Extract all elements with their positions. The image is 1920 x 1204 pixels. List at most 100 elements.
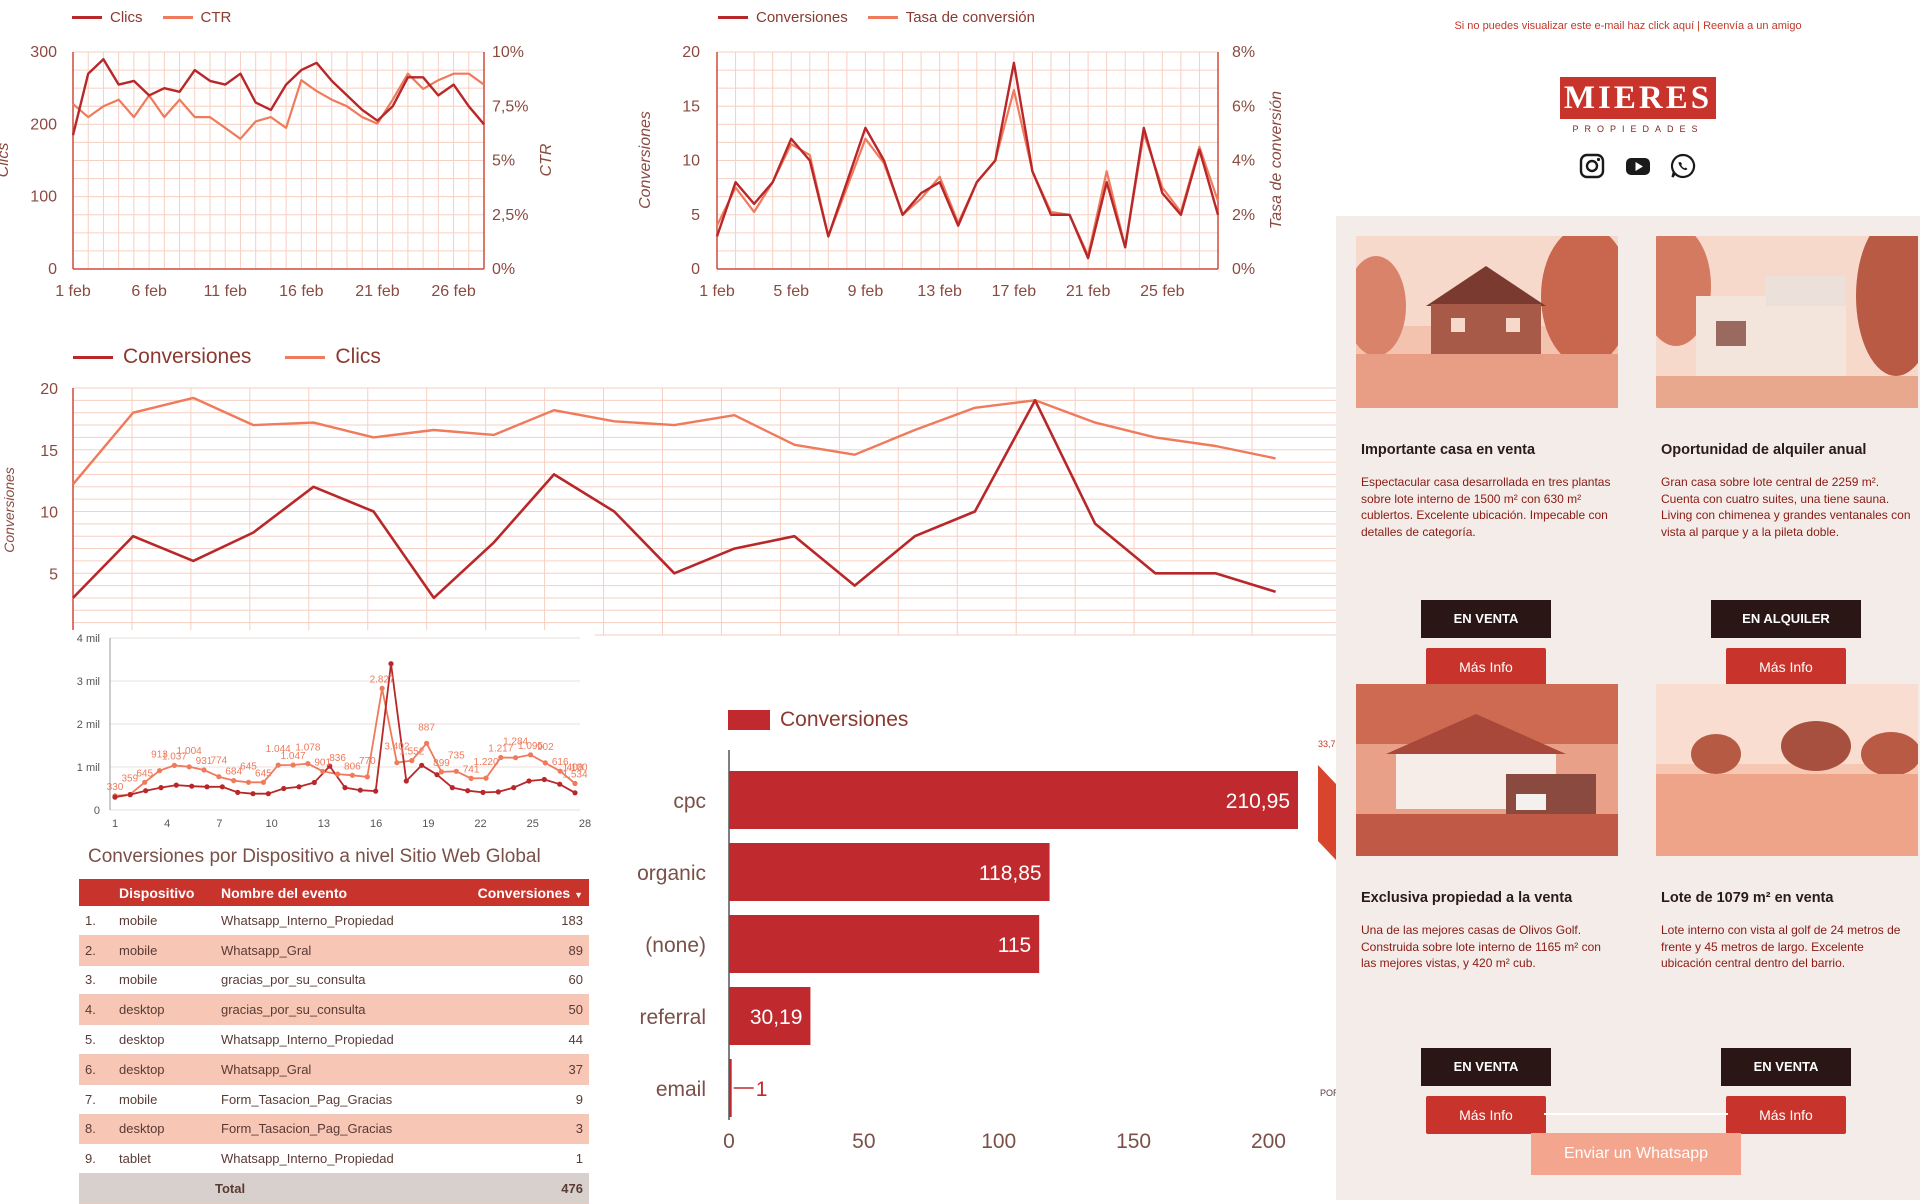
table-row[interactable]: 4. desktop gracias_por_su_consulta 50	[79, 994, 589, 1026]
legend-label-big-conversiones: Conversiones	[123, 345, 252, 368]
table-row[interactable]: 6. desktop Whatsapp_Gral 37	[79, 1054, 589, 1085]
c4-ytick-2: 2 mil	[77, 719, 100, 731]
property-photo[interactable]	[1356, 684, 1618, 856]
c4-label-31: 408	[567, 763, 584, 774]
row-device: mobile	[113, 906, 215, 936]
c4-label-6: 931	[196, 756, 213, 767]
table-row[interactable]: 2. mobile Whatsapp_Gral 89	[79, 935, 589, 966]
c2-xtick-0: 1 feb	[699, 283, 735, 300]
row-event: Whatsapp_Interno_Propiedad	[215, 1024, 444, 1055]
c4-point-0-9	[245, 779, 252, 785]
c5-value-2: 115	[998, 934, 1031, 957]
table-row[interactable]: 1. mobile Whatsapp_Interno_Propiedad 183	[79, 906, 589, 936]
table-row[interactable]: 3. mobile gracias_por_su_consulta 60	[79, 965, 589, 996]
c4-label-13: 1.078	[295, 743, 320, 754]
row-device: mobile	[113, 965, 215, 996]
table-row[interactable]: 9. tablet Whatsapp_Interno_Propiedad 1	[79, 1143, 589, 1175]
c4-label-7: 774	[211, 756, 228, 767]
more-info-button[interactable]: Más Info	[1426, 648, 1546, 686]
whatsapp-icon[interactable]	[1669, 152, 1697, 180]
c4-point-0-25	[483, 775, 489, 781]
c4-point-1-0	[112, 794, 118, 800]
table-row[interactable]: 5. desktop Whatsapp_Interno_Propiedad 44	[79, 1024, 589, 1055]
instagram-icon[interactable]	[1578, 152, 1606, 180]
property-title[interactable]: Oportunidad de alquiler anual	[1661, 442, 1867, 458]
c1-ytick-0: 0	[48, 261, 57, 278]
table-total-row: Total 476	[79, 1173, 589, 1204]
device-table: Dispositivo Nombre del evento Conversion…	[79, 879, 589, 1204]
c4-point-0-13	[305, 761, 311, 767]
c3-line-clics	[72, 396, 1276, 486]
conv-tasa-chart: Conversiones Tasa de conversión 0 5 10 15 20…	[620, 0, 1320, 310]
c4-label-22: 899	[433, 758, 450, 769]
property-photo[interactable]	[1656, 236, 1918, 408]
mini-chart-plot: 0 1 mil 2 mil 3 mil 4 mil 1 4 7 10 13 16 19 22 25 28 33…	[77, 633, 591, 830]
c5-bar-1	[729, 843, 1050, 901]
property-tag-button[interactable]: EN VENTA	[1721, 1048, 1851, 1086]
c1-line-clics	[71, 58, 485, 136]
c2-y2tick-2: 4%	[1232, 153, 1255, 170]
c4-label-1: 359	[121, 774, 138, 785]
header-dispositivo[interactable]: Dispositivo	[113, 879, 215, 906]
c5-xtick-0: 0	[723, 1130, 735, 1153]
row-conversions: 9	[443, 1084, 589, 1115]
mieres-logo[interactable]: MIERES	[1560, 77, 1716, 119]
c4-point-1-20	[419, 762, 425, 768]
more-info-button[interactable]: Más Info	[1426, 1096, 1546, 1134]
c1-y2tick-1: 2,5%	[492, 207, 528, 224]
c4-point-1-29	[557, 781, 563, 787]
property-photo[interactable]	[1356, 236, 1618, 408]
table-row[interactable]: 7. mobile Form_Tasacion_Pag_Gracias 9	[79, 1084, 589, 1115]
c1-xtick-4: 21 feb	[355, 283, 400, 300]
c4-point-1-7	[219, 784, 225, 790]
legend-label-conversiones: Conversiones	[756, 9, 848, 26]
c4-point-1-9	[250, 791, 256, 797]
c4-label-23: 735	[448, 750, 465, 761]
property-photo[interactable]	[1656, 684, 1918, 856]
c2-ytick-3: 15	[682, 98, 700, 115]
property-title[interactable]: Importante casa en venta	[1361, 442, 1536, 458]
property-tag-button[interactable]: EN ALQUILER	[1711, 600, 1861, 638]
c4-label-24: 741	[463, 764, 480, 775]
c4-ytick-0: 0	[94, 805, 100, 817]
header-conversiones[interactable]: Conversiones ▼	[443, 879, 589, 906]
property-title[interactable]: Exclusiva propiedad a la venta	[1361, 890, 1573, 906]
c4-xtick-2: 7	[216, 818, 222, 830]
property-description: Lote interno con vista al golf de 24 met…	[1661, 923, 1901, 970]
c4-point-1-3	[158, 785, 164, 791]
property-tag-button[interactable]: EN VENTA	[1421, 1048, 1551, 1086]
c4-xtick-8: 25	[527, 818, 539, 830]
c4-point-1-5	[189, 783, 195, 789]
c4-point-0-30	[557, 768, 563, 774]
table-row[interactable]: 8. desktop Form_Tasacion_Pag_Gracias 3	[79, 1114, 589, 1145]
row-conversions: 44	[443, 1024, 589, 1055]
partial-wedge	[1318, 765, 1336, 860]
c4-point-0-10	[260, 779, 266, 785]
c4-point-1-18	[388, 661, 394, 667]
property-tag-button[interactable]: EN VENTA	[1421, 600, 1551, 638]
legend-label-ctr: CTR	[200, 9, 232, 26]
c4-label-29: 902	[537, 742, 554, 753]
click-here-link[interactable]: click aquí	[1648, 20, 1695, 32]
c2-line-tasa	[716, 88, 1220, 257]
c4-point-0-28	[527, 752, 534, 758]
youtube-icon[interactable]	[1624, 152, 1652, 180]
property-title[interactable]: Lote de 1079 m² en venta	[1661, 890, 1834, 906]
c5-bar-3	[729, 987, 811, 1045]
c4-point-1-1	[127, 792, 133, 798]
more-info-button[interactable]: Más Info	[1726, 1096, 1846, 1134]
header-index	[79, 879, 113, 906]
send-whatsapp-button[interactable]: Enviar un Whatsapp	[1531, 1133, 1741, 1175]
forward-link[interactable]: Reenvía a un amigo	[1703, 20, 1802, 32]
more-info-button[interactable]: Más Info	[1726, 648, 1846, 686]
bar-legend: Conversiones	[728, 708, 908, 732]
header-evento[interactable]: Nombre del evento	[215, 879, 444, 906]
table-header-row: Dispositivo Nombre del evento Conversion…	[79, 879, 589, 906]
email-newsletter: Si no puedes visualizar este e-mail haz …	[1336, 0, 1920, 1200]
table-title: Conversiones por Dispositivo a nivel Sit…	[88, 846, 541, 867]
c2-ylabel: Conversiones	[637, 111, 654, 209]
row-device: desktop	[113, 1114, 215, 1145]
c4-point-1-19	[403, 778, 409, 784]
row-index: 4.	[79, 994, 113, 1026]
c4-label-17: 770	[359, 756, 376, 767]
